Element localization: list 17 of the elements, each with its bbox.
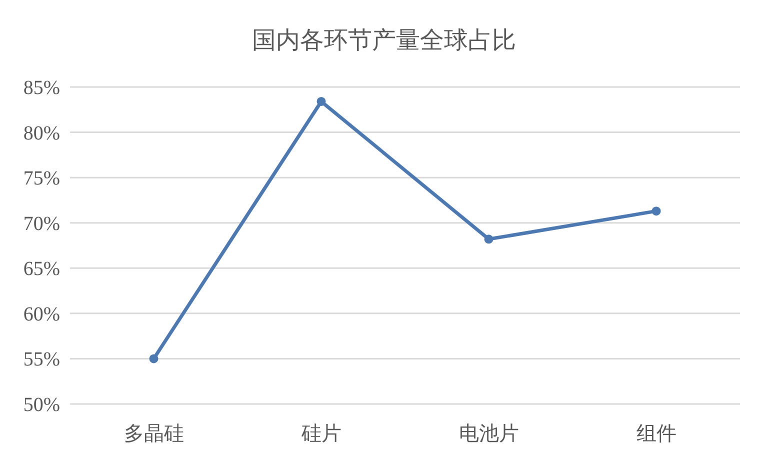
chart-title: 国内各环节产量全球占比 xyxy=(252,27,516,54)
y-tick-label: 80% xyxy=(23,122,60,144)
x-tick-label: 多晶硅 xyxy=(124,423,184,445)
y-tick-label: 65% xyxy=(23,258,60,280)
point xyxy=(149,354,158,364)
point xyxy=(484,234,494,244)
x-tick-label: 硅片 xyxy=(300,423,342,445)
y-tick-label: 60% xyxy=(23,303,60,326)
y-tick-label: 85% xyxy=(23,77,60,99)
point xyxy=(316,96,326,106)
x-tick-label: 组件 xyxy=(636,423,676,445)
y-tick-label: 70% xyxy=(23,212,60,235)
x-tick-label: 电池片 xyxy=(458,423,519,445)
y-tick-label: 50% xyxy=(23,394,60,416)
point xyxy=(652,206,661,216)
y-tick-label: 75% xyxy=(23,168,60,190)
y-tick-label: 55% xyxy=(23,348,60,371)
